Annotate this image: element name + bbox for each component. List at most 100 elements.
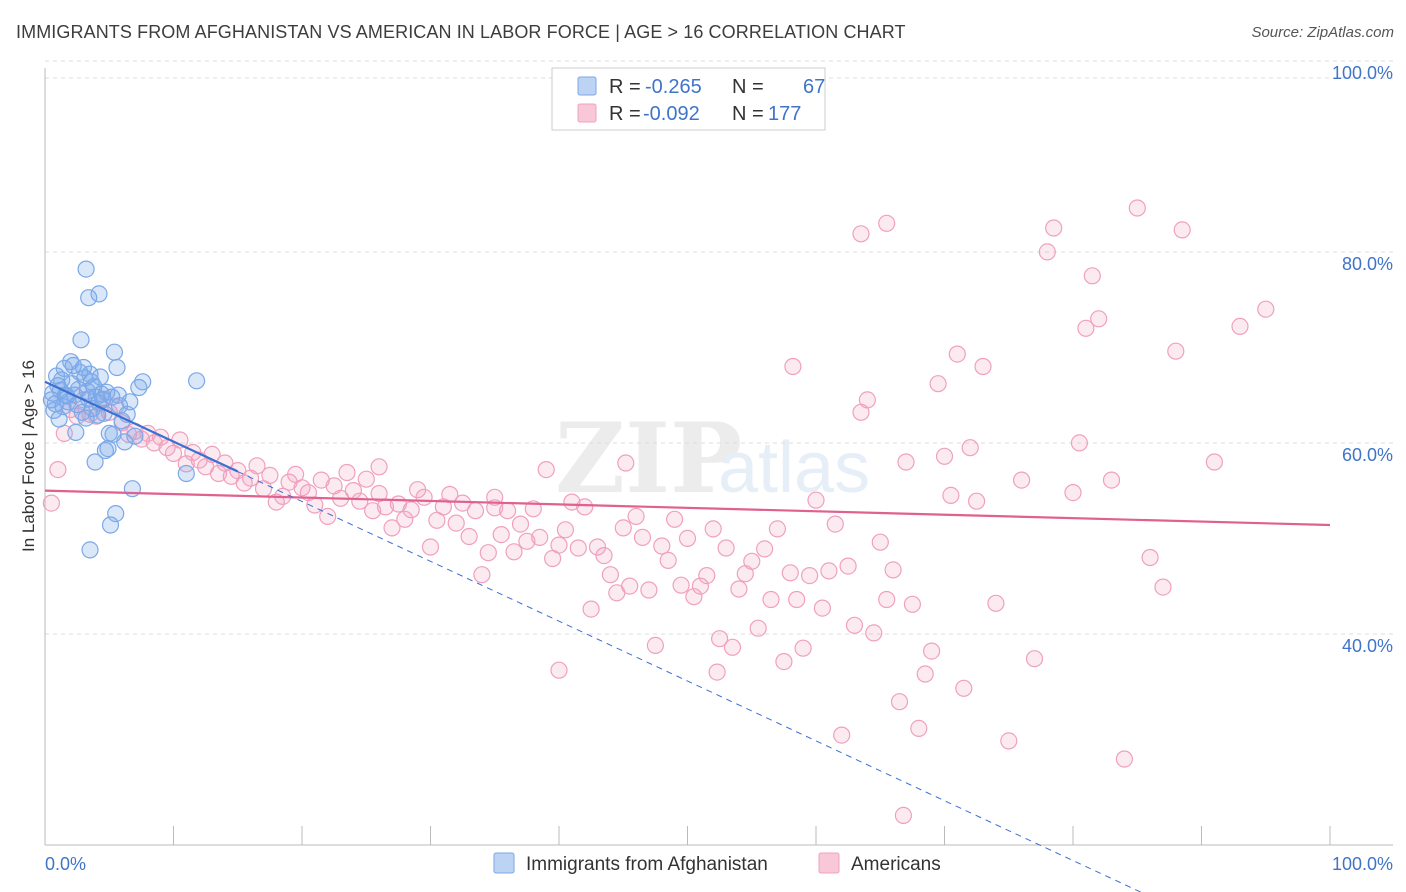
series-swatch-afghanistan — [493, 852, 515, 874]
americans-point-73 — [511, 515, 530, 533]
watermark-zip: ZIP — [555, 402, 742, 515]
americans-point-165 — [1231, 317, 1249, 335]
afghanistan-point-50 — [107, 504, 125, 523]
americans-point-102 — [698, 566, 716, 585]
watermark-atlas: atlas — [718, 428, 870, 508]
americans-point-79 — [550, 536, 568, 554]
americans-point-172 — [550, 661, 568, 679]
afghanistan-point-62 — [53, 371, 71, 389]
americans-point-70 — [492, 525, 510, 544]
americans-point-118 — [800, 566, 819, 585]
americans-point-103 — [704, 520, 722, 538]
legend-box — [551, 67, 826, 131]
americans-point-169 — [878, 214, 896, 232]
x-tick-labels: 0.0% 100.0% — [45, 854, 1393, 874]
americans-point-120 — [813, 599, 832, 617]
afghanistan-point-60 — [104, 425, 122, 443]
legend-swatch-pink — [577, 103, 597, 123]
americans-point-122 — [826, 515, 844, 533]
afghanistan-point-28 — [91, 368, 109, 386]
americans-point-98 — [672, 576, 690, 594]
americans-point-110 — [749, 619, 767, 637]
americans-point-0 — [42, 494, 61, 512]
axes — [44, 68, 1393, 846]
americans-point-128 — [865, 624, 883, 642]
americans-point-138 — [929, 375, 947, 393]
afghanistan-point-36 — [108, 358, 126, 377]
americans-point-66 — [466, 502, 485, 520]
americans-point-81 — [563, 493, 581, 511]
americans-point-149 — [1025, 650, 1044, 668]
americans-point-175 — [617, 454, 635, 472]
americans-point-154 — [1077, 319, 1095, 337]
series-legend: Immigrants from Afghanistan Americans — [493, 852, 941, 875]
americans-point-129 — [871, 533, 889, 551]
americans-point-150 — [1038, 243, 1056, 261]
americans-point-119 — [807, 491, 825, 509]
americans-point-135 — [910, 719, 928, 738]
americans-point-94 — [646, 636, 665, 655]
americans-point-43 — [319, 507, 337, 526]
legend-n-value-2: 177 — [768, 103, 801, 125]
americans-point-170 — [784, 357, 802, 376]
americans-point-26 — [209, 464, 228, 483]
americans-point-91 — [627, 507, 645, 526]
americans-point-107 — [730, 580, 748, 598]
americans-point-139 — [935, 447, 954, 465]
americans-point-148 — [1012, 471, 1031, 489]
afghanistan-point-48 — [86, 453, 104, 471]
americans-point-99 — [678, 529, 697, 548]
afghanistan-point-64 — [71, 363, 89, 381]
americans-point-89 — [614, 519, 632, 537]
series-label-afghanistan: Immigrants from Afghanistan — [526, 854, 768, 875]
afghanistan-point-35 — [105, 343, 124, 361]
americans-point-97 — [665, 510, 684, 528]
afghanistan-point-54 — [188, 372, 206, 390]
afghanistan-point-55 — [77, 260, 95, 278]
afghanistan-point-22 — [82, 373, 100, 391]
legend-r-value-1: -0.265 — [645, 76, 702, 98]
americans-point-173 — [370, 458, 388, 476]
americans-point-49 — [357, 470, 375, 488]
americans-point-142 — [955, 679, 973, 697]
americans-point-166 — [1257, 300, 1275, 318]
source-label: Source: ZipAtlas.com — [1251, 24, 1394, 41]
americans-point-114 — [775, 652, 793, 671]
americans-point-130 — [878, 590, 896, 609]
americans-point-48 — [351, 492, 369, 510]
americans-point-160 — [1141, 548, 1159, 567]
americans-point-50 — [364, 502, 382, 520]
americans-point-84 — [582, 600, 600, 618]
americans-point-124 — [839, 557, 857, 575]
y-axis-label: In Labor Force | Age > 16 — [19, 360, 38, 552]
x-tick-label-max: 100.0% — [1332, 854, 1393, 874]
americans-point-158 — [1115, 750, 1134, 768]
afghanistan-points — [42, 260, 206, 559]
chart-title: IMMIGRANTS FROM AFGHANISTAN VS AMERICAN … — [16, 22, 906, 42]
afghanistan-point-59 — [67, 423, 85, 441]
americans-point-95 — [653, 537, 671, 555]
americans-point-123 — [833, 726, 851, 744]
americans-point-156 — [1090, 310, 1108, 328]
americans-point-171 — [708, 663, 726, 681]
americans-point-121 — [820, 562, 838, 580]
americans-point-136 — [916, 665, 934, 683]
y-tick-label-60: 60.0% — [1342, 445, 1393, 465]
americans-point-145 — [974, 357, 992, 376]
afghanistan-point-52 — [123, 480, 141, 498]
afghanistan-trend-extension — [237, 471, 1142, 892]
americans-point-146 — [987, 594, 1005, 612]
americans-point-111 — [755, 540, 774, 558]
americans-point-133 — [897, 453, 915, 471]
americans-point-125 — [845, 616, 864, 634]
americans-point-87 — [601, 566, 620, 584]
americans-point-77 — [537, 461, 555, 479]
americans-point-140 — [942, 486, 960, 504]
americans-point-137 — [922, 642, 941, 660]
legend-n-label-2: N = — [732, 103, 764, 125]
americans-point-72 — [505, 543, 523, 561]
americans-trend-line — [44, 489, 1331, 527]
afghanistan-trend-line — [44, 380, 239, 473]
americans-point-143 — [961, 439, 979, 457]
